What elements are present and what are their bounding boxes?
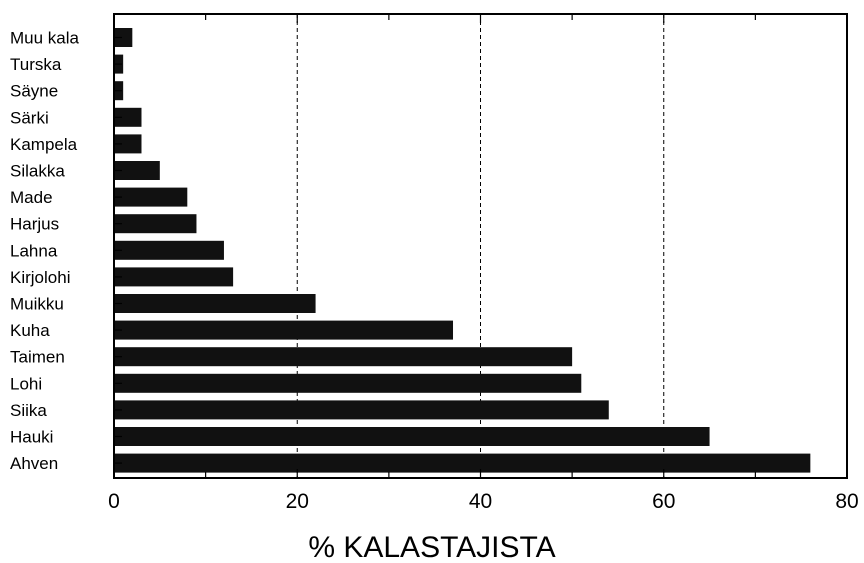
category-label-4: Särki (10, 108, 49, 127)
category-label-5: Kampela (10, 135, 78, 154)
x-tick-label-3: 60 (652, 490, 675, 513)
category-label-17: Ahven (10, 454, 58, 473)
category-label-7: Made (10, 188, 53, 207)
category-label-3: Säyne (10, 82, 58, 101)
category-label-14: Lohi (10, 374, 42, 393)
bar-11 (114, 294, 316, 313)
category-label-8: Harjus (10, 215, 59, 234)
bar-12 (114, 320, 454, 340)
category-label-16: Hauki (10, 428, 53, 447)
bar-13 (114, 347, 573, 367)
category-label-15: Siika (10, 401, 47, 420)
category-label-13: Taimen (10, 348, 65, 367)
category-label-10: Kirjolohi (10, 268, 70, 287)
category-label-6: Silakka (10, 162, 65, 181)
category-label-2: Turska (10, 55, 62, 74)
bar-8 (114, 214, 197, 234)
category-label-12: Kuha (10, 321, 50, 340)
category-label-1: Muu kala (10, 29, 80, 48)
bar-17 (114, 453, 811, 473)
bar-16 (114, 427, 710, 446)
category-labels: Muu kala Turska Säyne Särki Kampela Silakka Ma… (10, 29, 80, 474)
x-tick-label-2: 40 (469, 490, 492, 513)
x-tick-labels: 0 20 40 60 80 (108, 490, 859, 513)
bars (114, 28, 811, 473)
bar-6 (114, 161, 160, 180)
bar-14 (114, 373, 582, 393)
bar-7 (114, 187, 188, 207)
category-label-11: Muikku (10, 295, 64, 314)
bar-9 (114, 240, 224, 260)
bar-10 (114, 267, 234, 287)
bar-15 (114, 400, 609, 420)
x-tick-label-0: 0 (108, 490, 120, 513)
category-label-9: Lahna (10, 241, 58, 260)
x-tick-label-1: 20 (286, 490, 309, 513)
bar-1 (114, 28, 133, 47)
x-axis-title: % KALASTAJISTA (308, 531, 555, 563)
x-tick-label-4: 80 (835, 490, 858, 513)
bar-5 (114, 134, 142, 154)
axis-ticks (113, 14, 848, 478)
bar-4 (114, 107, 142, 127)
